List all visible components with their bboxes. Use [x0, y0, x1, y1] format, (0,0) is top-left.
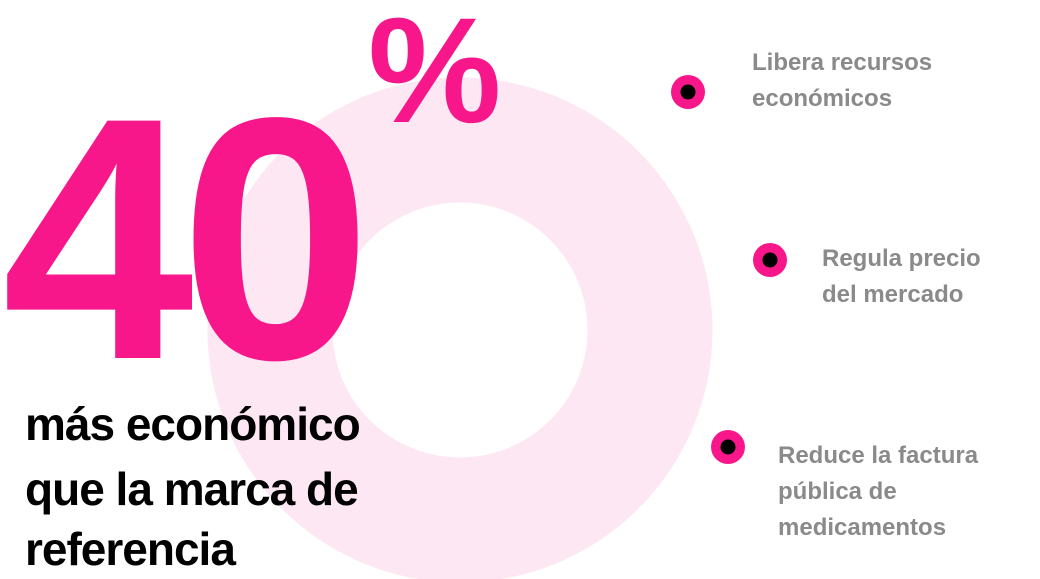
benefit-line: medicamentos [778, 514, 946, 541]
subtitle-line: que la marca de [25, 463, 358, 515]
ring [207, 77, 713, 579]
subtitle-line: referencia [25, 523, 236, 575]
headline-number: 40 [2, 47, 358, 432]
benefit-line: económicos [752, 85, 892, 112]
headline-unit: % [368, 0, 501, 154]
subtitle: más económico que la marca de referencia [25, 398, 361, 575]
benefit-line: pública de [778, 478, 897, 505]
benefit-line: Regula precio [822, 245, 981, 272]
bullet-inner [720, 439, 736, 455]
benefits: Libera recursos económicos Regula precio de… [671, 49, 981, 541]
bullet-inner [680, 84, 696, 100]
subtitle-line: más económico [25, 398, 360, 450]
benefit-line: Reduce la factura [778, 442, 979, 469]
benefit-line: del mercado [822, 281, 963, 308]
benefit-line: Libera recursos [752, 49, 932, 76]
bullet-inner [762, 252, 778, 268]
